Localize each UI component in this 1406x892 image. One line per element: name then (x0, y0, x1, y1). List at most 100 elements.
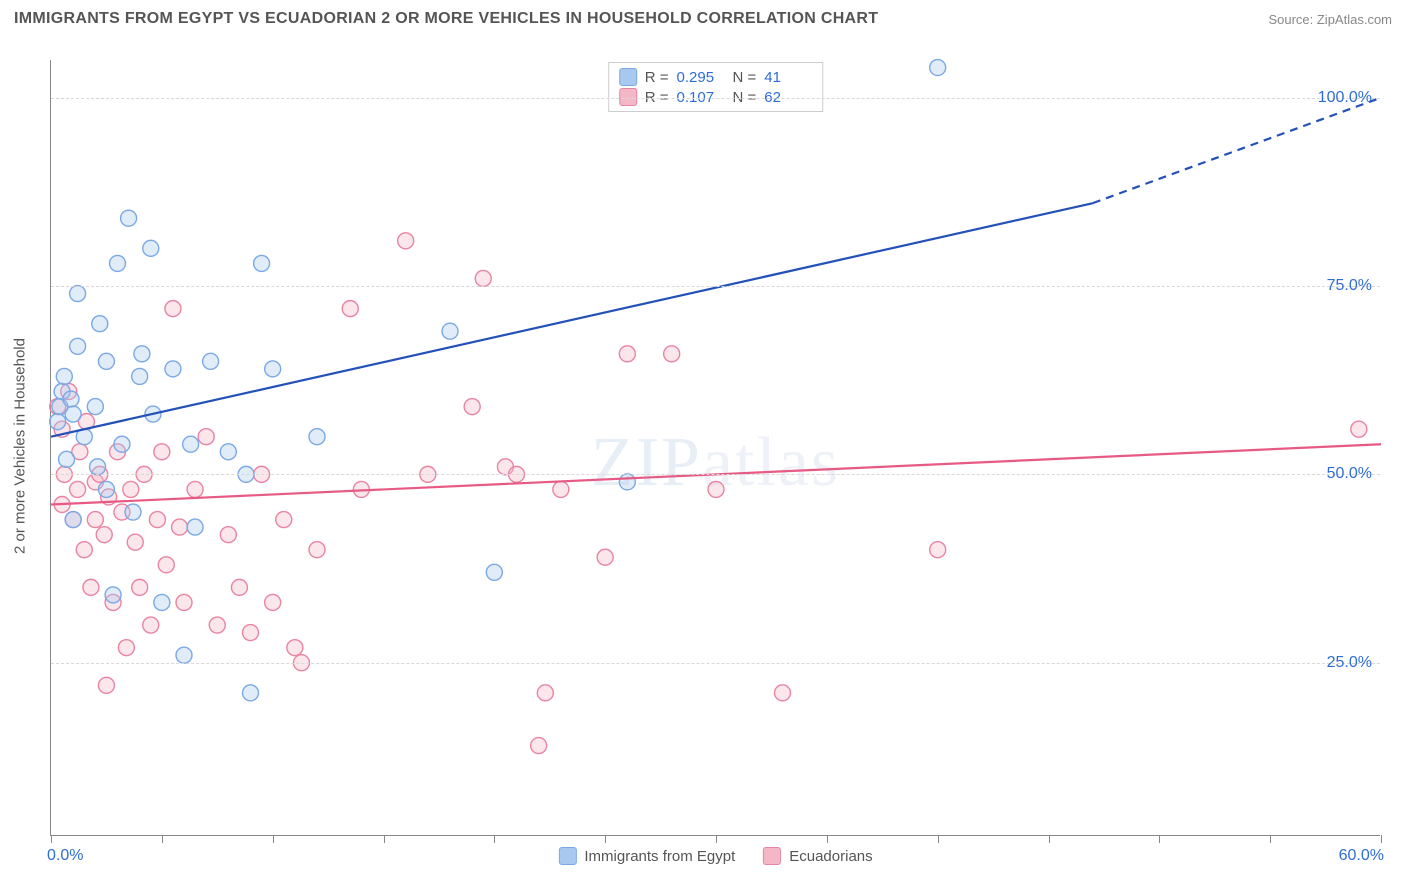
chart-container: IMMIGRANTS FROM EGYPT VS ECUADORIAN 2 OR… (0, 0, 1406, 892)
data-point (220, 527, 236, 543)
data-point (149, 512, 165, 528)
data-point (63, 391, 79, 407)
x-tick (1270, 835, 1271, 843)
x-tick (827, 835, 828, 843)
data-point (98, 481, 114, 497)
data-point (342, 301, 358, 317)
data-point (76, 542, 92, 558)
data-point (123, 481, 139, 497)
data-point (254, 255, 270, 271)
legend-label-1: Ecuadorians (789, 848, 872, 865)
data-point (83, 579, 99, 595)
data-point (176, 647, 192, 663)
data-point (442, 323, 458, 339)
data-point (87, 512, 103, 528)
r-value-0: 0.295 (677, 69, 725, 86)
data-point (486, 564, 502, 580)
correlation-row-0: R = 0.295 N = 41 (619, 67, 813, 87)
data-point (87, 399, 103, 415)
r-label: R = (645, 69, 669, 86)
data-point (143, 240, 159, 256)
data-point (398, 233, 414, 249)
data-point (265, 361, 281, 377)
y-axis-title: 2 or more Vehicles in Household (12, 338, 29, 554)
data-point (65, 512, 81, 528)
data-point (597, 549, 613, 565)
data-point (231, 579, 247, 595)
data-point (930, 60, 946, 76)
data-point (243, 625, 259, 641)
data-point (110, 255, 126, 271)
data-point (708, 481, 724, 497)
title-bar: IMMIGRANTS FROM EGYPT VS ECUADORIAN 2 OR… (0, 0, 1406, 32)
data-point (118, 640, 134, 656)
data-point (537, 685, 553, 701)
y-tick-label: 100.0% (1318, 89, 1372, 107)
data-point (198, 429, 214, 445)
data-point (209, 617, 225, 633)
data-point (187, 481, 203, 497)
data-point (70, 481, 86, 497)
x-tick (384, 835, 385, 843)
data-point (775, 685, 791, 701)
x-min-label: 0.0% (47, 847, 83, 865)
data-point (1351, 421, 1367, 437)
data-point (158, 557, 174, 573)
data-point (176, 594, 192, 610)
n-value-0: 41 (764, 69, 812, 86)
legend-item-0: Immigrants from Egypt (558, 847, 735, 865)
data-point (183, 436, 199, 452)
data-point (265, 594, 281, 610)
data-point (309, 542, 325, 558)
data-point (65, 406, 81, 422)
data-point (134, 346, 150, 362)
data-point (114, 436, 130, 452)
legend-swatch-1 (763, 847, 781, 865)
x-tick (51, 835, 52, 843)
correlation-legend: R = 0.295 N = 41 R = 0.107 N = 62 (608, 62, 824, 112)
x-tick (605, 835, 606, 843)
data-point (165, 361, 181, 377)
data-point (203, 353, 219, 369)
source-label: Source: ZipAtlas.com (1268, 12, 1392, 27)
data-point (172, 519, 188, 535)
trend-line-extrapolated (1093, 98, 1381, 203)
grid-line (51, 474, 1380, 475)
x-tick (1049, 835, 1050, 843)
data-point (50, 414, 66, 430)
legend-swatch-0 (558, 847, 576, 865)
data-point (132, 368, 148, 384)
chart-title: IMMIGRANTS FROM EGYPT VS ECUADORIAN 2 OR… (14, 10, 878, 28)
data-point (309, 429, 325, 445)
y-tick-label: 25.0% (1327, 654, 1372, 672)
data-point (98, 677, 114, 693)
data-point (125, 504, 141, 520)
data-point (121, 210, 137, 226)
data-point (105, 587, 121, 603)
series-legend: Immigrants from Egypt Ecuadorians (558, 847, 872, 865)
x-tick (273, 835, 274, 843)
x-tick (494, 835, 495, 843)
y-tick-label: 75.0% (1327, 277, 1372, 295)
data-point (619, 474, 635, 490)
legend-label-0: Immigrants from Egypt (584, 848, 735, 865)
data-point (59, 451, 75, 467)
grid-line (51, 286, 1380, 287)
y-tick-label: 50.0% (1327, 465, 1372, 483)
data-point (165, 301, 181, 317)
data-point (287, 640, 303, 656)
data-point (154, 594, 170, 610)
x-tick (1381, 835, 1382, 843)
data-point (553, 481, 569, 497)
data-point (531, 738, 547, 754)
x-tick (1159, 835, 1160, 843)
data-point (187, 519, 203, 535)
trend-line (51, 203, 1093, 437)
data-point (930, 542, 946, 558)
data-point (70, 338, 86, 354)
n-label: N = (733, 69, 757, 86)
x-tick (716, 835, 717, 843)
x-max-label: 60.0% (1339, 847, 1384, 865)
data-point (475, 270, 491, 286)
swatch-series-0 (619, 68, 637, 86)
